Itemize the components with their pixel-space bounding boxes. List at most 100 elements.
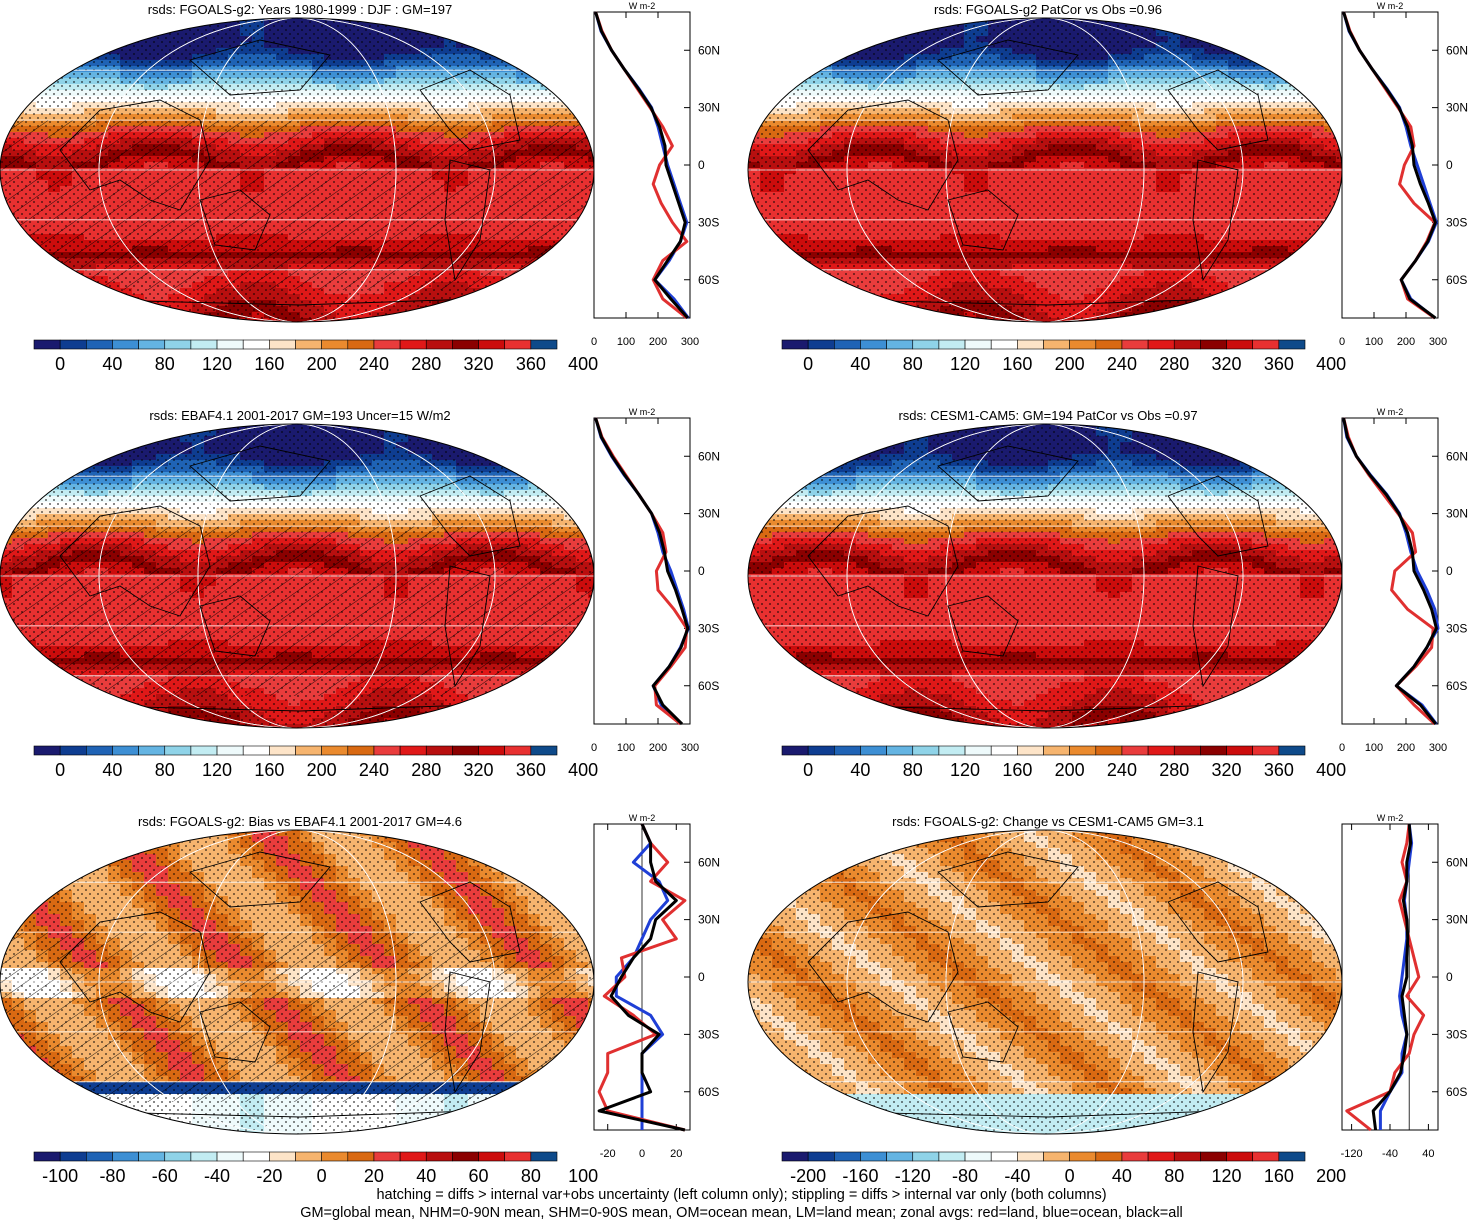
x-tick-label: 20 — [670, 1148, 682, 1160]
colorbar-label: 360 — [516, 354, 546, 374]
x-tick-label: 40 — [1422, 1148, 1434, 1160]
colorbar-swatch — [991, 340, 1017, 349]
colorbar-label: 20 — [364, 1166, 384, 1186]
colorbar-swatch — [991, 1152, 1017, 1161]
panel-6: rsds: FGOALS-g2: Change vs CESM1-CAM5 GM… — [748, 812, 1483, 1217]
y-tick-label: 0 — [1446, 564, 1453, 578]
panel-3: rsds: EBAF4.1 2001-2017 GM=193 Uncer=15 … — [0, 406, 740, 811]
colorbar-swatch — [939, 1152, 965, 1161]
colorbar-swatch — [374, 746, 400, 755]
colorbar-label: 40 — [416, 1166, 436, 1186]
colorbar-label: -160 — [842, 1166, 878, 1186]
colorbar-swatch — [991, 746, 1017, 755]
colorbar-label: -100 — [42, 1166, 78, 1186]
colorbar-swatch — [1096, 746, 1122, 755]
colorbar-swatch — [34, 340, 60, 349]
colorbar-swatch — [191, 746, 217, 755]
colorbar-swatch — [296, 746, 322, 755]
x-tick-label: 100 — [617, 336, 635, 348]
colorbar-swatch — [479, 746, 505, 755]
colorbar-swatch — [296, 1152, 322, 1161]
colorbar-swatch — [400, 746, 426, 755]
colorbar-swatch — [243, 1152, 269, 1161]
colorbar-swatch — [1017, 340, 1043, 349]
y-tick-label: 30N — [1446, 507, 1468, 521]
colorbar-swatch — [1200, 340, 1226, 349]
colorbar-swatch — [296, 340, 322, 349]
colorbar-swatch — [139, 340, 165, 349]
x-tick-label: 300 — [681, 742, 699, 754]
colorbar-swatch — [322, 746, 348, 755]
colorbar-label: 80 — [903, 760, 923, 780]
colorbar-label: 120 — [202, 760, 232, 780]
colorbar-swatch — [1253, 1152, 1279, 1161]
colorbar-label: 160 — [254, 354, 284, 374]
colorbar-swatch — [1200, 1152, 1226, 1161]
colorbar-label: 200 — [1316, 1166, 1346, 1186]
colorbar-swatch — [479, 1152, 505, 1161]
colorbar-swatch — [965, 746, 991, 755]
x-tick-label: -20 — [600, 1148, 616, 1160]
profile-frame — [594, 12, 690, 318]
y-tick-label: 60N — [1446, 43, 1468, 57]
y-tick-label: 60N — [698, 43, 720, 57]
x-tick-label: 200 — [649, 742, 667, 754]
colorbar-swatch — [913, 1152, 939, 1161]
map — [748, 406, 1349, 746]
y-tick-label: 0 — [698, 158, 705, 172]
x-tick-label: -40 — [1382, 1148, 1398, 1160]
colorbar-swatch — [834, 746, 860, 755]
colorbar-label: 40 — [850, 354, 870, 374]
y-tick-label: 60N — [1446, 855, 1468, 869]
colorbar-label: 120 — [1212, 1166, 1242, 1186]
y-tick-label: 60N — [698, 855, 720, 869]
colorbar-swatch — [348, 746, 374, 755]
colorbar-label: 240 — [1107, 760, 1137, 780]
y-tick-label: 0 — [1446, 158, 1453, 172]
colorbar-swatch — [400, 340, 426, 349]
colorbar-swatch — [348, 1152, 374, 1161]
colorbar-label: 160 — [1002, 760, 1032, 780]
colorbar-label: -120 — [895, 1166, 931, 1186]
colorbar-label: 400 — [1316, 760, 1346, 780]
colorbar-label: 360 — [1264, 760, 1294, 780]
colorbar-swatch — [1122, 340, 1148, 349]
colorbar-swatch — [1122, 746, 1148, 755]
colorbar-label: 240 — [359, 760, 389, 780]
colorbar-swatch — [887, 340, 913, 349]
colorbar-swatch — [834, 340, 860, 349]
colorbar-swatch — [34, 746, 60, 755]
footer-line-1: hatching = diffs > internal var+obs unce… — [0, 1187, 1483, 1204]
x-tick-label: 0 — [639, 1148, 645, 1160]
colorbar-label: 360 — [1264, 354, 1294, 374]
colorbar-swatch — [808, 1152, 834, 1161]
colorbar-label: 240 — [359, 354, 389, 374]
colorbar-swatch — [1227, 1152, 1253, 1161]
colorbar-label: 40 — [102, 354, 122, 374]
profile-frame — [1342, 12, 1438, 318]
profile-units: W m-2 — [1377, 407, 1404, 417]
colorbar-swatch — [1227, 746, 1253, 755]
colorbar-swatch — [887, 1152, 913, 1161]
y-tick-label: 0 — [698, 970, 705, 984]
colorbar-swatch — [1070, 1152, 1096, 1161]
colorbar-label: 200 — [307, 760, 337, 780]
x-tick-label: 300 — [681, 336, 699, 348]
x-tick-label: 0 — [591, 742, 597, 754]
colorbar-swatch — [191, 1152, 217, 1161]
profile-units: W m-2 — [629, 1, 656, 11]
colorbar-label: 100 — [568, 1166, 598, 1186]
y-tick-label: 30S — [698, 215, 719, 229]
colorbar-label: -80 — [952, 1166, 978, 1186]
colorbar-swatch — [1096, 1152, 1122, 1161]
colorbar-swatch — [965, 1152, 991, 1161]
x-tick-label: 100 — [1365, 336, 1383, 348]
profile-units: W m-2 — [1377, 1, 1404, 11]
colorbar-swatch — [1148, 1152, 1174, 1161]
